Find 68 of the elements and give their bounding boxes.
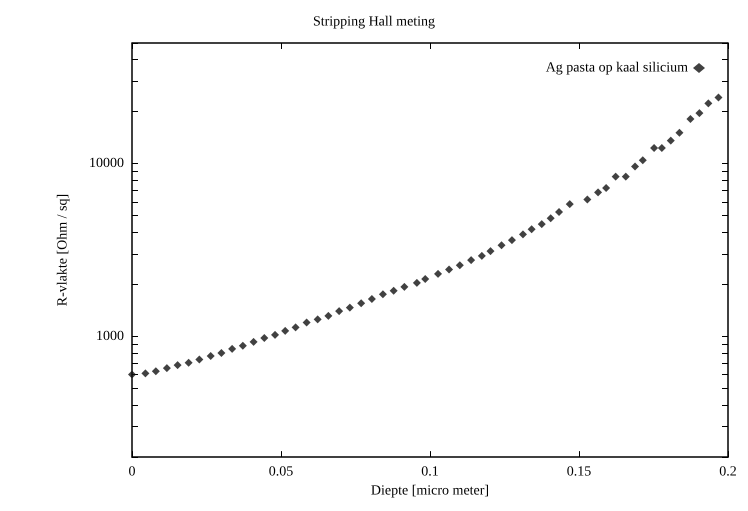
point — [666, 136, 675, 145]
point — [456, 261, 464, 270]
point — [421, 274, 430, 283]
point — [445, 266, 454, 274]
chart-title: Stripping Hall meting — [312, 14, 436, 30]
point — [555, 208, 564, 216]
point — [324, 312, 332, 320]
point — [695, 109, 704, 118]
point — [434, 270, 442, 278]
point — [594, 188, 602, 196]
x-tick-label: 0.15 — [566, 464, 592, 480]
point — [631, 162, 640, 170]
point — [714, 93, 722, 102]
point — [152, 367, 160, 376]
point — [378, 290, 387, 298]
x-tick-label: 0.05 — [268, 464, 294, 480]
y-tick-label: 1000 — [96, 328, 124, 344]
point — [217, 348, 226, 357]
point — [335, 307, 344, 316]
point — [368, 294, 376, 303]
point — [302, 318, 311, 327]
point — [675, 128, 684, 137]
point — [400, 282, 408, 291]
point — [478, 252, 486, 260]
point — [260, 334, 268, 342]
point — [250, 338, 258, 346]
legend-label: Ag pasta op kaal silicium — [546, 60, 688, 76]
point — [195, 355, 204, 364]
point — [467, 256, 476, 264]
point — [162, 364, 171, 372]
point — [602, 184, 610, 192]
point — [228, 344, 236, 353]
point — [622, 172, 630, 181]
point — [357, 299, 366, 308]
y-axis-title: R-vlakte [Ohm / sq] — [56, 194, 70, 306]
point — [486, 247, 494, 256]
point — [184, 358, 193, 367]
point — [412, 278, 421, 287]
point — [390, 286, 398, 295]
point — [686, 115, 694, 124]
point — [206, 352, 215, 360]
point — [292, 323, 300, 332]
x-tick-label: 0.2 — [719, 464, 737, 480]
point — [538, 220, 546, 228]
point — [498, 241, 506, 250]
point — [281, 326, 290, 335]
point — [650, 144, 658, 152]
point — [638, 156, 647, 164]
point — [346, 304, 354, 312]
point — [141, 369, 150, 378]
x-tick-label: 0.1 — [421, 464, 439, 480]
point — [128, 370, 136, 378]
point — [528, 225, 536, 234]
point — [704, 99, 712, 108]
point — [612, 172, 620, 181]
point — [566, 200, 574, 208]
point — [174, 361, 182, 370]
point — [583, 195, 592, 204]
x-axis-title: Diepte [micro meter] — [370, 484, 490, 498]
point — [518, 230, 527, 238]
point — [271, 330, 280, 339]
point — [546, 214, 555, 222]
point — [508, 236, 516, 244]
x-tick-label: 0 — [128, 464, 136, 480]
point — [658, 144, 666, 152]
point — [238, 342, 247, 350]
point — [314, 315, 322, 324]
y-tick-label: 10000 — [89, 156, 124, 172]
